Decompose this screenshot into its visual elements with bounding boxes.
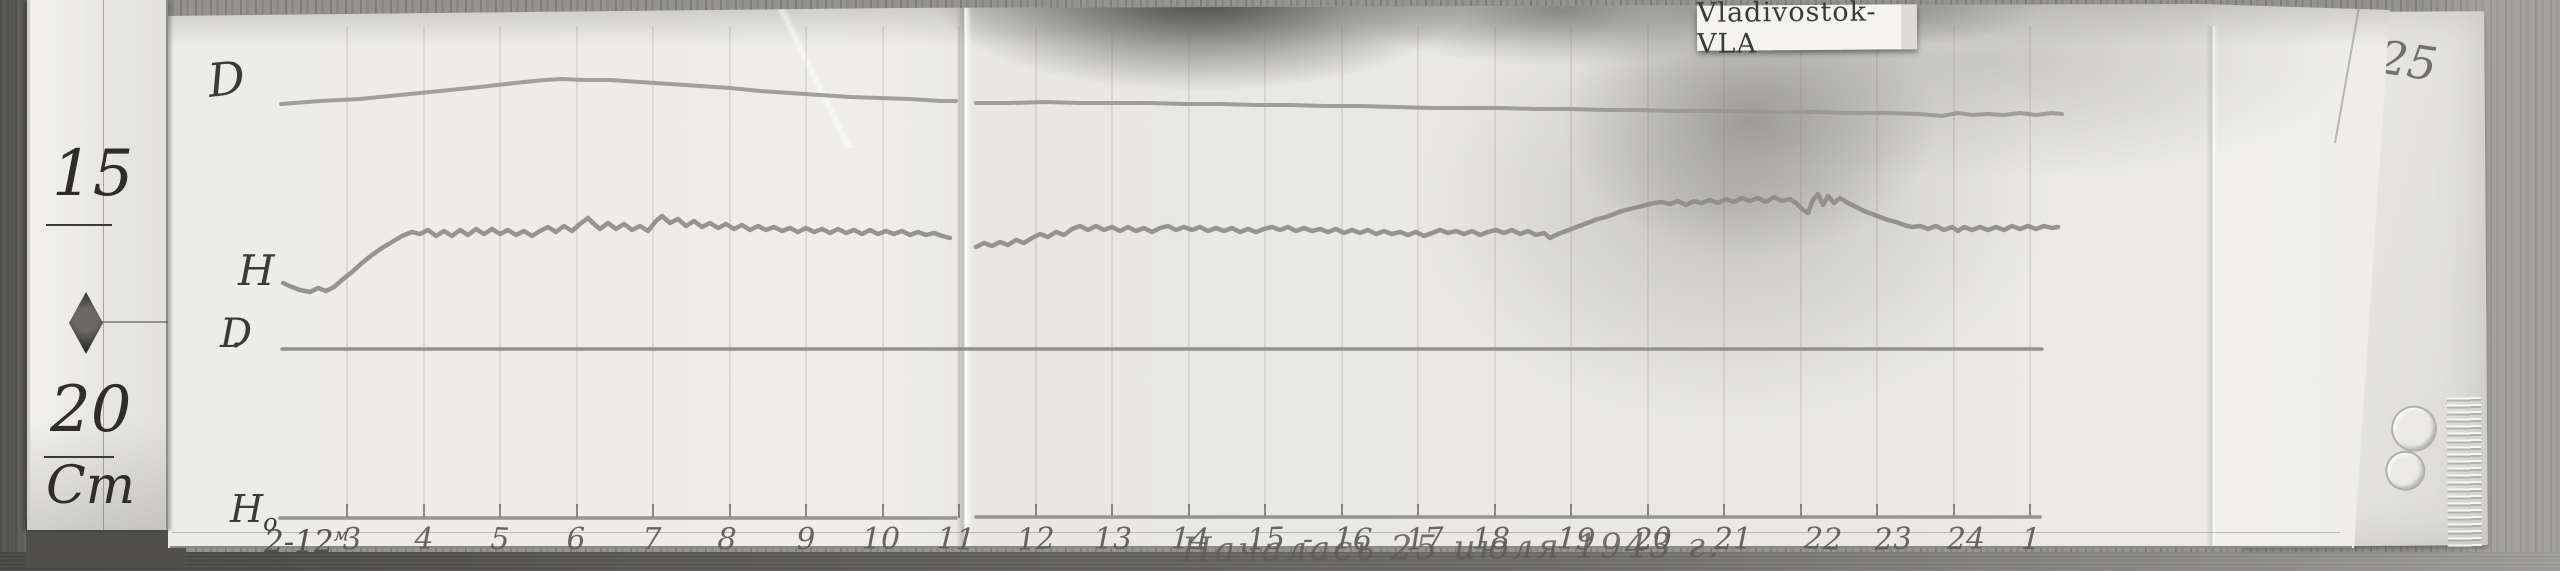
scale-divider-20 xyxy=(44,456,114,458)
sheet-bottom-edge xyxy=(170,546,2352,548)
trace-h xyxy=(973,191,2061,250)
hour-label: 3 xyxy=(341,521,363,558)
hour-label: 9 xyxy=(795,521,817,558)
hour-label: 7 xyxy=(642,522,662,557)
scale-unit: Cm xyxy=(46,456,136,516)
scale-strip-line xyxy=(103,0,104,530)
sheet-bottom-edge-faint xyxy=(172,532,2340,533)
scale-mark-15: 15 xyxy=(52,137,134,211)
hour-label: 22 xyxy=(1803,521,1843,558)
paper-crease xyxy=(700,8,930,148)
hour-label: 4 xyxy=(414,522,434,557)
hour-label: 1 xyxy=(2020,521,2042,558)
paper-fold xyxy=(2206,26,2218,546)
station-label: Vladivostok-VLA xyxy=(1696,0,1877,60)
hour-label: 6 xyxy=(565,521,587,558)
hour-label: 21 xyxy=(1713,522,1753,557)
scale-divider-15 xyxy=(46,224,112,226)
start-time-label: 2-12м xyxy=(264,524,349,560)
hour-label: 13 xyxy=(1093,522,1133,557)
hour-label: 18 xyxy=(1471,522,1511,557)
hour-label: 11 xyxy=(936,521,976,558)
date-annotation: Началась 25 июля 1943 г. xyxy=(1181,525,1722,571)
scale-mark-20: 20 xyxy=(50,373,132,447)
shelf-edge-band xyxy=(0,552,2560,571)
trace-label-h: H xyxy=(238,246,275,295)
hour-label: 8 xyxy=(716,521,738,558)
hour-label: 12 xyxy=(1016,521,1056,558)
cm-scale-strip: 15 20 Cm xyxy=(30,0,168,530)
hour-label: 10 xyxy=(861,522,901,557)
trace-h xyxy=(280,213,953,295)
station-label-card: Vladivostok-VLA xyxy=(1697,0,1918,59)
hour-label: 23 xyxy=(1873,521,1913,558)
paper-seam xyxy=(956,6,972,548)
hour-label: 5 xyxy=(489,521,511,558)
trace-label-d0: D. xyxy=(220,311,253,357)
hour-label: - xyxy=(1302,522,1314,557)
hour-label: 24 xyxy=(1946,522,1986,557)
scale-mid-line xyxy=(94,321,168,323)
trace-label-h0: Ho xyxy=(230,487,278,537)
trace-d xyxy=(279,77,958,106)
trace-d xyxy=(974,100,2064,118)
